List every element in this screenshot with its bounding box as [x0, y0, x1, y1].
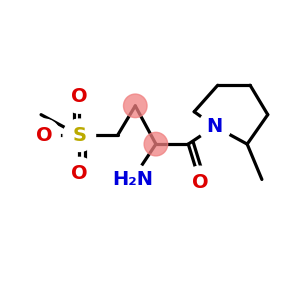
Text: O: O: [71, 88, 88, 106]
Text: O: O: [36, 126, 52, 145]
Circle shape: [144, 132, 168, 156]
Circle shape: [28, 119, 60, 152]
Circle shape: [63, 158, 95, 190]
Circle shape: [199, 110, 231, 142]
Text: N: N: [207, 117, 223, 136]
Circle shape: [63, 81, 95, 113]
Text: H₂N: H₂N: [112, 170, 153, 189]
Text: O: O: [71, 164, 88, 183]
Text: O: O: [192, 173, 208, 192]
Circle shape: [184, 166, 216, 199]
Circle shape: [63, 119, 95, 152]
Circle shape: [116, 163, 148, 196]
Text: S: S: [72, 126, 86, 145]
Circle shape: [124, 94, 147, 118]
